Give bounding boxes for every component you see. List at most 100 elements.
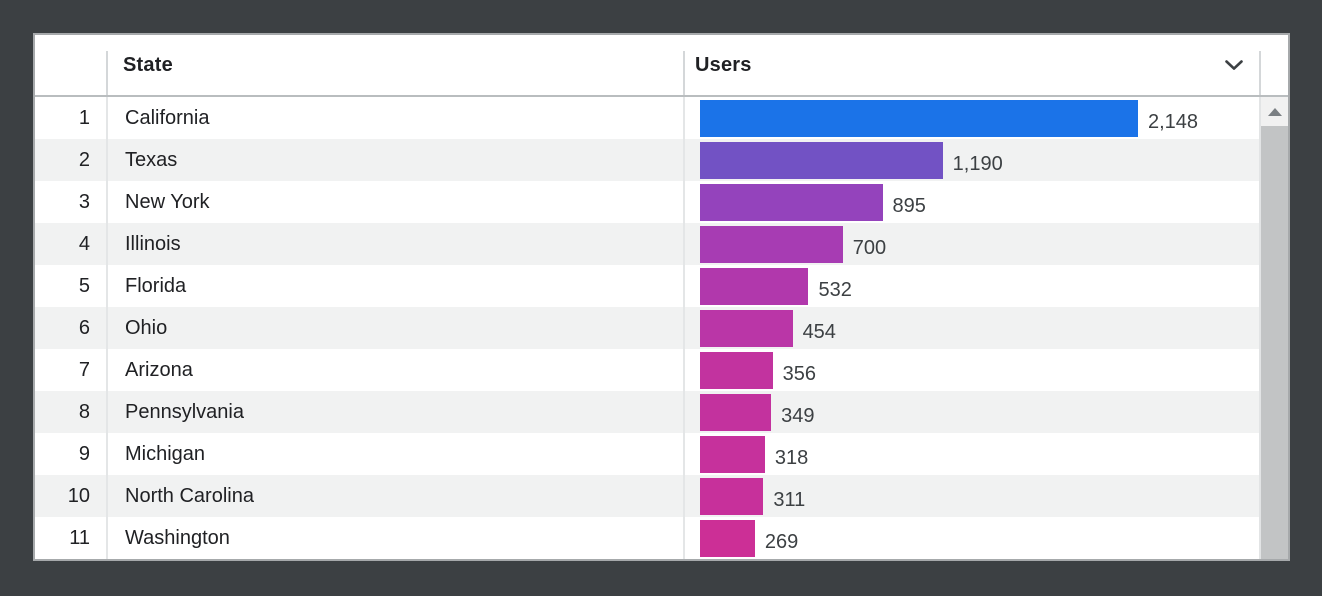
table-header: State Users xyxy=(35,35,1288,97)
state-cell: New York xyxy=(106,181,683,223)
users-cell: 532 xyxy=(683,265,1259,307)
chevron-down-icon[interactable] xyxy=(1225,59,1243,71)
users-value: 700 xyxy=(852,237,887,259)
table-row[interactable]: 6 Ohio 454 xyxy=(35,307,1259,349)
column-divider xyxy=(683,517,685,559)
users-value: 532 xyxy=(818,279,852,301)
state-cell: North Carolina xyxy=(106,475,683,517)
column-divider xyxy=(683,307,685,349)
state-label: Texas xyxy=(125,148,178,171)
header-users-cell[interactable]: Users xyxy=(683,35,1259,95)
rank-cell: 4 xyxy=(78,232,90,255)
table-row[interactable]: 8 Pennsylvania 349 xyxy=(35,391,1259,433)
table-row[interactable]: 3 New York 895 xyxy=(35,181,1259,223)
state-cell: Washington xyxy=(106,517,683,559)
users-cell: 318 xyxy=(683,433,1259,475)
header-divider xyxy=(1259,51,1261,95)
rank-cell: 2 xyxy=(78,148,90,171)
column-divider xyxy=(106,223,108,265)
users-cell: 2,148 xyxy=(683,97,1259,139)
state-cell: California xyxy=(106,97,683,139)
state-cell: Florida xyxy=(106,265,683,307)
rank-cell: 9 xyxy=(78,442,90,465)
scrollbar[interactable] xyxy=(1259,97,1288,559)
users-value: 318 xyxy=(774,447,809,469)
column-divider xyxy=(106,307,108,349)
users-bar xyxy=(700,435,765,473)
rank-cell: 10 xyxy=(67,484,90,507)
column-divider xyxy=(106,265,108,307)
table-row[interactable]: 9 Michigan 318 xyxy=(35,433,1259,475)
header-state-cell[interactable]: State xyxy=(106,35,683,95)
column-divider xyxy=(106,97,108,139)
users-bar xyxy=(700,183,883,221)
state-label: Illinois xyxy=(125,232,181,255)
table-chart-panel: State Users 1 California xyxy=(33,33,1290,561)
state-cell: Ohio xyxy=(106,307,683,349)
column-divider xyxy=(683,97,685,139)
state-label: Florida xyxy=(125,274,187,297)
column-divider xyxy=(683,349,685,391)
users-bar xyxy=(700,477,764,515)
column-divider xyxy=(106,181,108,223)
scroll-up-button[interactable] xyxy=(1261,97,1288,126)
state-label: New York xyxy=(125,190,210,213)
header-scrollbar-spacer xyxy=(1259,35,1288,95)
state-label: California xyxy=(125,106,210,129)
users-value: 895 xyxy=(892,195,926,217)
column-divider xyxy=(683,223,685,265)
table-row[interactable]: 10 North Carolina 311 xyxy=(35,475,1259,517)
users-bar xyxy=(700,309,793,347)
users-cell: 269 xyxy=(683,517,1259,559)
rank-cell: 8 xyxy=(78,400,90,423)
table-row[interactable]: 7 Arizona 356 xyxy=(35,349,1259,391)
column-divider xyxy=(106,475,108,517)
rank-cell: 3 xyxy=(78,190,90,213)
column-divider xyxy=(683,181,685,223)
rank-cell: 5 xyxy=(78,274,90,297)
table-row[interactable]: 2 Texas 1,190 xyxy=(35,139,1259,181)
rank-cell: 11 xyxy=(69,526,90,549)
table-row[interactable]: 5 Florida 532 xyxy=(35,265,1259,307)
column-divider xyxy=(683,391,685,433)
column-divider xyxy=(683,139,685,181)
triangle-up-icon xyxy=(1267,107,1282,116)
column-divider xyxy=(683,265,685,307)
users-cell: 700 xyxy=(683,223,1259,265)
state-cell: Michigan xyxy=(106,433,683,475)
users-bar xyxy=(700,351,773,389)
users-cell: 311 xyxy=(683,475,1259,517)
column-divider xyxy=(106,349,108,391)
state-column-header[interactable]: State xyxy=(123,53,173,76)
table-row[interactable]: 11 Washington 269 xyxy=(35,517,1259,559)
users-bar xyxy=(700,519,755,557)
users-value: 454 xyxy=(802,321,836,343)
users-value: 356 xyxy=(782,363,816,385)
state-label: Ohio xyxy=(125,316,168,339)
rank-cell: 1 xyxy=(78,106,90,129)
users-value: 2,148 xyxy=(1148,111,1199,133)
users-column-header[interactable]: Users xyxy=(695,53,752,76)
table-row[interactable]: 1 California 2,148 xyxy=(35,97,1259,139)
column-divider xyxy=(106,139,108,181)
column-divider xyxy=(106,433,108,475)
users-value: 311 xyxy=(773,489,806,511)
users-value: 1,190 xyxy=(952,153,1003,175)
users-bar xyxy=(700,141,943,179)
state-label: Arizona xyxy=(125,358,193,381)
users-bar xyxy=(700,225,843,263)
state-cell: Illinois xyxy=(106,223,683,265)
table-rows: 1 California 2,148 2 Texas 1,190 3 New Y… xyxy=(35,97,1259,559)
column-divider xyxy=(683,433,685,475)
users-cell: 454 xyxy=(683,307,1259,349)
users-cell: 349 xyxy=(683,391,1259,433)
scrollbar-thumb[interactable] xyxy=(1261,126,1288,559)
table-row[interactable]: 4 Illinois 700 xyxy=(35,223,1259,265)
header-divider xyxy=(683,51,685,95)
column-divider xyxy=(683,475,685,517)
state-label: Pennsylvania xyxy=(125,400,244,423)
users-value: 349 xyxy=(781,405,815,427)
state-cell: Pennsylvania xyxy=(106,391,683,433)
column-divider xyxy=(106,517,108,559)
state-label: North Carolina xyxy=(125,484,254,507)
